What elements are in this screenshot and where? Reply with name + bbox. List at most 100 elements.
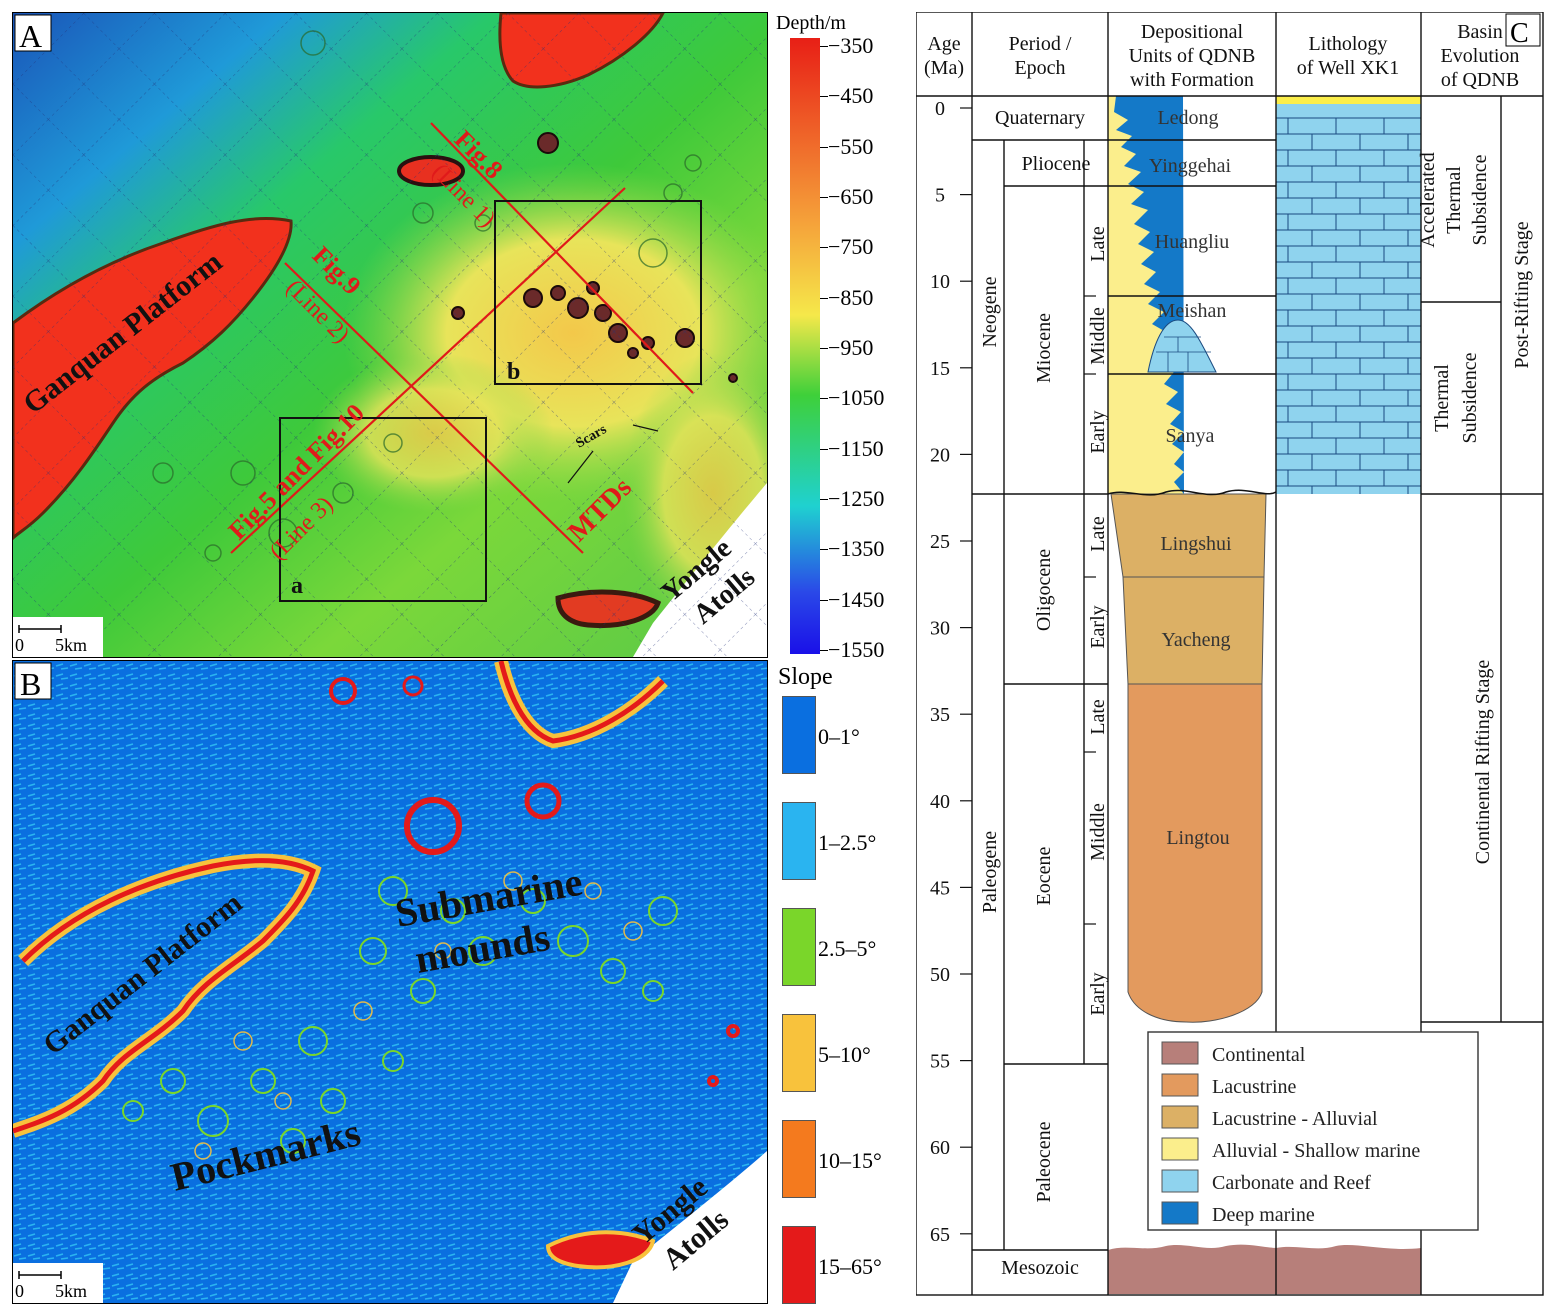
lingtou-label: Lingtou xyxy=(1166,827,1229,849)
depth-legend-title: Depth/m xyxy=(776,12,846,34)
depth-tick-mark xyxy=(820,650,828,651)
age-label: 40 xyxy=(930,791,950,813)
eocene-early-label: Early xyxy=(1087,972,1109,1015)
depth-tick-mark xyxy=(820,499,828,500)
slope-swatch xyxy=(782,696,816,774)
miocene-middle-label: Middle xyxy=(1087,307,1109,365)
oligocene-late-label: Late xyxy=(1087,516,1109,552)
lithology-legend-label: Alluvial - Shallow marine xyxy=(1212,1140,1420,1162)
depth-tick-mark xyxy=(820,599,828,601)
depth-tick-label: −1150 xyxy=(828,435,884,461)
depth-tick-label: −850 xyxy=(828,284,874,310)
oligocene-label: Oligocene xyxy=(1033,549,1055,631)
neogene-label: Neogene xyxy=(979,276,1001,347)
scale-bar-a xyxy=(13,617,103,657)
lithology-legend-label: Deep marine xyxy=(1212,1204,1315,1226)
age-label: 15 xyxy=(930,358,950,380)
depth-tick-mark xyxy=(820,348,828,349)
mesozoic-continental-lithology xyxy=(1276,1245,1421,1294)
slope-class-label: 0–1° xyxy=(818,724,860,749)
age-label: 20 xyxy=(930,444,950,466)
depth-tick-label: −550 xyxy=(828,133,874,159)
depth-tick-mark xyxy=(820,448,828,450)
thermal-subsidence-2: Subsidence xyxy=(1459,352,1481,443)
depth-tick-mark xyxy=(820,297,828,299)
age-header-1: Age xyxy=(927,33,960,55)
xk1-surface-sand xyxy=(1276,96,1421,104)
depth-tick-label: −1050 xyxy=(828,385,885,411)
depth-tick-mark xyxy=(820,247,828,249)
yongle-atolls-white xyxy=(613,1151,767,1303)
lithology-legend-swatch xyxy=(1161,1137,1199,1161)
slope-class-label: 5–10° xyxy=(818,1042,871,1067)
study-box-b xyxy=(494,200,702,385)
miocene-early-label: Early xyxy=(1087,410,1109,453)
accelerated-label-1: Accelerated xyxy=(1417,152,1439,247)
depth-color-bar xyxy=(790,38,820,654)
depth-legend: Depth/m −350 −450 −550 −650 −750 −850 −950 −105… xyxy=(768,10,908,662)
depth-tick-label: −450 xyxy=(828,83,874,109)
age-label: 5 xyxy=(935,185,945,207)
stratigraphy-svg: Age (Ma) Period / Epoch Depositional Uni… xyxy=(916,12,1544,1296)
pliocene-label: Pliocene xyxy=(1022,153,1091,175)
meishan-carbonate-reef xyxy=(1147,319,1217,373)
depth-tick-mark xyxy=(820,146,828,148)
dep-header-2: Units of QDNB xyxy=(1129,45,1256,67)
accelerated-label-3: Subsidence xyxy=(1469,154,1491,245)
age-label: 35 xyxy=(930,704,950,726)
slope-class-label: 15–65° xyxy=(818,1254,882,1279)
basin-header-3: of QDNB xyxy=(1441,69,1519,91)
depth-tick-mark xyxy=(820,197,828,198)
lithology-legend-swatch xyxy=(1161,1105,1199,1129)
box-a-label: a xyxy=(291,573,303,599)
depth-tick-label: −750 xyxy=(828,234,874,260)
age-label: 45 xyxy=(930,877,950,899)
depth-tick-label: −1550 xyxy=(828,637,885,662)
lithology-legend-label: Lacustrine - Alluvial xyxy=(1212,1108,1378,1130)
panel-a-letter: A xyxy=(19,18,42,54)
lingtou-unit xyxy=(1127,683,1263,1023)
depth-tick-label: −950 xyxy=(828,335,874,360)
lithology-legend-swatch xyxy=(1161,1169,1199,1193)
post-rifting-label: Post-Rifting Stage xyxy=(1511,221,1533,368)
panel-c-stratigraphy: Age (Ma) Period / Epoch Depositional Uni… xyxy=(916,12,1546,1308)
scale-a-zero: 0 xyxy=(15,635,24,655)
age-label: 0 xyxy=(935,98,945,120)
panel-a-bathymetry-map: Ganquan Platform Fig.8 (Line 1) Fig.9 (L… xyxy=(12,12,768,658)
slope-swatch xyxy=(782,1014,816,1092)
eocene-label: Eocene xyxy=(1033,846,1055,905)
panel-b-letter: B xyxy=(20,666,41,702)
eocene-middle-label: Middle xyxy=(1087,803,1109,861)
basin-header-2: Evolution xyxy=(1441,45,1520,67)
age-label: 60 xyxy=(930,1137,950,1159)
depth-tick-label: −650 xyxy=(828,184,874,209)
age-label: 65 xyxy=(930,1224,950,1246)
continental-rifting-label: Continental Rifting Stage xyxy=(1472,660,1494,865)
bathymetry-map-svg: Ganquan Platform Fig.8 (Line 1) Fig.9 (L… xyxy=(13,13,767,657)
scale-b-zero: 0 xyxy=(15,1281,24,1301)
scale-a-5km: 5km xyxy=(55,635,87,655)
period-header-1: Period / xyxy=(1009,33,1072,55)
dep-header-3: with Formation xyxy=(1130,69,1254,91)
box-b-label: b xyxy=(507,359,520,385)
paleogene-label: Paleogene xyxy=(979,831,1001,913)
mesozoic-continental-depositional xyxy=(1108,1244,1276,1294)
depth-tick-label: −1450 xyxy=(828,586,885,612)
lithology-legend: Continental Lacustrine Lacustrine - Alluvi… xyxy=(1147,1031,1479,1231)
sanya-label: Sanya xyxy=(1166,425,1215,447)
ledong-label: Ledong xyxy=(1157,107,1218,129)
miocene-late-label: Late xyxy=(1087,226,1109,262)
scale-b-5km: 5km xyxy=(55,1281,87,1301)
slope-swatch xyxy=(782,802,816,880)
yacheng-label: Yacheng xyxy=(1161,629,1230,651)
lithology-legend-label: Carbonate and Reef xyxy=(1212,1172,1371,1194)
age-label: 25 xyxy=(930,531,950,553)
thermal-subsidence-1: Thermal xyxy=(1431,364,1453,432)
age-label: 50 xyxy=(930,964,950,986)
depth-tick-label: −350 xyxy=(828,33,874,58)
depth-tick-mark xyxy=(820,398,828,400)
depth-tick-mark xyxy=(820,96,828,98)
slope-swatch xyxy=(782,1120,816,1198)
slope-swatch xyxy=(782,1226,816,1304)
depth-tick-label: −1250 xyxy=(828,486,885,511)
